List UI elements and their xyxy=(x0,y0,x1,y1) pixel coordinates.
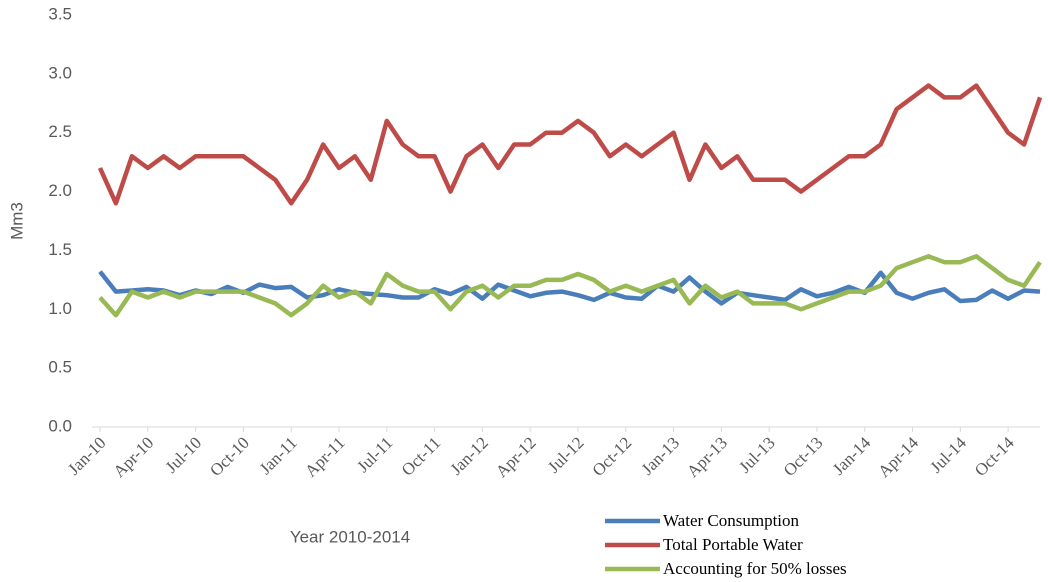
y-tick-label: 3.5 xyxy=(48,4,72,23)
x-tick-label: Oct-12 xyxy=(589,433,636,480)
series-line xyxy=(98,254,1042,318)
y-tick-label: 1.0 xyxy=(48,299,72,318)
x-tick-label: Jan-14 xyxy=(829,433,875,479)
x-tick-label: Oct-14 xyxy=(971,433,1018,480)
x-tick-label: Oct-10 xyxy=(206,433,253,480)
x-tick-label: Jul-11 xyxy=(353,433,396,476)
x-tick-label: Jan-11 xyxy=(256,433,301,478)
y-tick-label: 0.0 xyxy=(48,416,72,435)
y-axis-label: Mm3 xyxy=(7,202,26,240)
x-tick-label: Jan-10 xyxy=(64,433,109,478)
x-tick-label: Jul-14 xyxy=(926,433,970,477)
x-tick-label: Jan-13 xyxy=(638,433,683,478)
x-tick-label: Oct-13 xyxy=(780,433,827,480)
y-tick-label: 2.0 xyxy=(48,181,72,200)
x-tick-label: Jan-12 xyxy=(446,433,491,478)
x-tick-label: Jul-10 xyxy=(162,433,205,476)
legend-label: Water Consumption xyxy=(663,511,800,530)
y-tick-label: 0.5 xyxy=(48,358,72,377)
legend-label: Total Portable Water xyxy=(663,535,803,554)
series-line xyxy=(98,270,1041,306)
x-tick-label: Apr-11 xyxy=(301,433,348,480)
y-tick-label: 3.0 xyxy=(48,63,72,82)
x-tick-label: Apr-10 xyxy=(109,433,157,481)
x-axis-label: Year 2010-2014 xyxy=(290,527,410,546)
x-tick-label: Apr-13 xyxy=(683,433,731,481)
y-tick-label: 1.5 xyxy=(48,240,72,259)
x-tick-label: Apr-14 xyxy=(874,433,922,481)
series-line xyxy=(97,83,1043,206)
x-tick-label: Oct-11 xyxy=(398,433,444,479)
y-tick-label: 2.5 xyxy=(48,122,72,141)
x-tick-label: Jul-12 xyxy=(544,433,587,476)
legend-label: Accounting for 50% losses xyxy=(663,559,847,578)
x-tick-label: Apr-12 xyxy=(492,433,540,481)
x-tick-label: Jul-13 xyxy=(735,433,778,476)
